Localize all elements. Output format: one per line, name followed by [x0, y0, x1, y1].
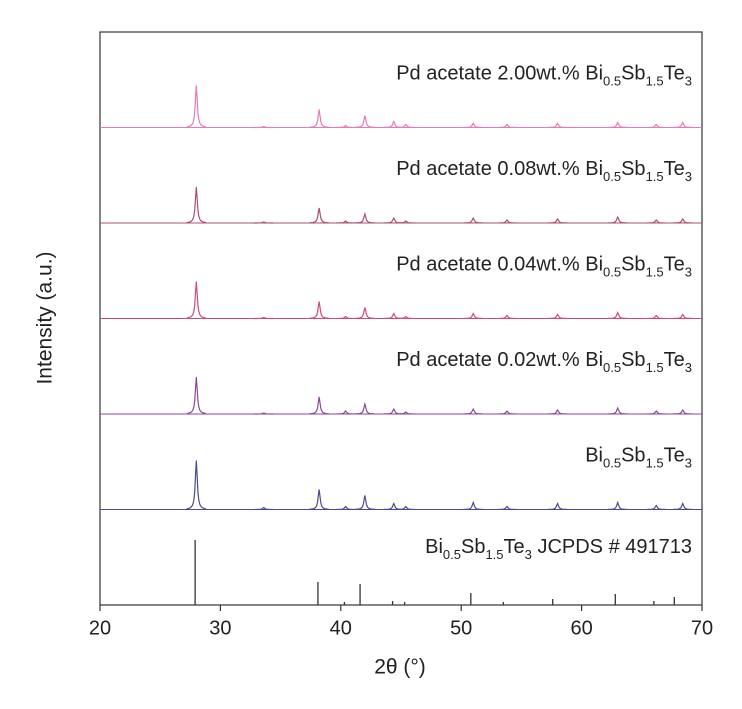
diffraction-peak [463, 122, 483, 129]
diffraction-peak [355, 495, 375, 510]
diffraction-peak [355, 211, 375, 224]
series-label: Pd acetate 0.08wt.% Bi0.5Sb1.5Te3 [396, 158, 692, 184]
diffraction-peak [608, 406, 628, 415]
diffraction-peak [547, 313, 568, 320]
diffraction-peak [309, 396, 329, 415]
diffraction-peak [309, 489, 329, 510]
diffraction-peak [673, 121, 693, 129]
x-tick-label: 60 [570, 617, 592, 639]
diffraction-peak [355, 307, 375, 319]
diffraction-peak [335, 124, 356, 129]
diffraction-peak [497, 314, 517, 320]
diffraction-peak [309, 207, 329, 224]
diffraction-peak [497, 123, 517, 129]
diffraction-peak [186, 460, 207, 510]
diffraction-peak [547, 122, 568, 129]
diffraction-peak [646, 314, 666, 320]
diffraction-peak [396, 505, 416, 511]
series-label: Bi0.5Sb1.5Te3 [585, 445, 692, 471]
diffraction-peak [463, 500, 483, 510]
diffraction-peak [309, 109, 329, 128]
diffraction-peak [646, 123, 666, 129]
diffraction-peak [497, 410, 517, 415]
diffraction-peak [396, 315, 416, 320]
diffraction-peak [673, 408, 693, 415]
y-axis-label: Intensity (a.u.) [34, 251, 57, 384]
diffraction-peak [396, 220, 416, 224]
diffraction-peak [254, 125, 274, 129]
x-axis-label: 2θ (°) [374, 656, 426, 679]
diffraction-peak [186, 281, 207, 319]
diffraction-peak [396, 411, 416, 415]
diffraction-peak [646, 410, 666, 415]
x-tick-label: 70 [691, 617, 713, 639]
diffraction-peak [608, 310, 628, 320]
diffraction-peak [646, 219, 666, 224]
series-label: Pd acetate 0.02wt.% Bi0.5Sb1.5Te3 [396, 349, 692, 375]
diffraction-peak [335, 315, 356, 320]
series-label: Pd acetate 2.00wt.% Bi0.5Sb1.5Te3 [396, 63, 692, 89]
diffraction-peak [608, 121, 628, 129]
diffraction-peak [355, 401, 375, 415]
diffraction-peak [463, 216, 483, 224]
diffraction-peak [186, 85, 207, 128]
diffraction-peak [384, 312, 404, 320]
diffraction-peak [384, 407, 404, 415]
x-tick-label: 50 [450, 617, 472, 639]
diffraction-peak [673, 217, 693, 224]
diffraction-peak [646, 504, 666, 511]
series-label: Pd acetate 0.04wt.% Bi0.5Sb1.5Te3 [396, 254, 692, 280]
diffraction-peak [608, 500, 628, 510]
diffraction-peak [186, 376, 207, 415]
diffraction-peak [186, 186, 207, 224]
diffraction-peak [355, 115, 375, 128]
diffraction-peak [673, 313, 693, 320]
diffraction-peak [547, 501, 568, 511]
diffraction-peak [335, 220, 356, 224]
diffraction-peak [309, 301, 329, 319]
diffraction-peak [254, 412, 274, 415]
diffraction-peak [384, 501, 404, 511]
diffraction-peak [497, 219, 517, 224]
diffraction-peak [254, 221, 274, 224]
x-tick-label: 30 [209, 617, 231, 639]
diffraction-peak [608, 215, 628, 224]
diffraction-peak [396, 123, 416, 129]
x-tick-label: 40 [330, 617, 352, 639]
diffraction-peak [254, 506, 274, 511]
diffraction-peak [384, 119, 404, 129]
diffraction-peak [384, 216, 404, 224]
diffraction-peak [497, 505, 517, 511]
x-tick-label: 20 [89, 617, 111, 639]
diffraction-peak [335, 410, 356, 415]
diffraction-peak [463, 407, 483, 415]
diffraction-peak [673, 501, 693, 511]
diffraction-peak [547, 217, 568, 224]
series-label: Bi0.5Sb1.5Te3 JCPDS # 491713 [425, 536, 692, 562]
diffraction-peak [335, 505, 356, 511]
diffraction-peak [254, 316, 274, 320]
diffraction-peak [463, 312, 483, 320]
diffraction-peak [547, 408, 568, 415]
